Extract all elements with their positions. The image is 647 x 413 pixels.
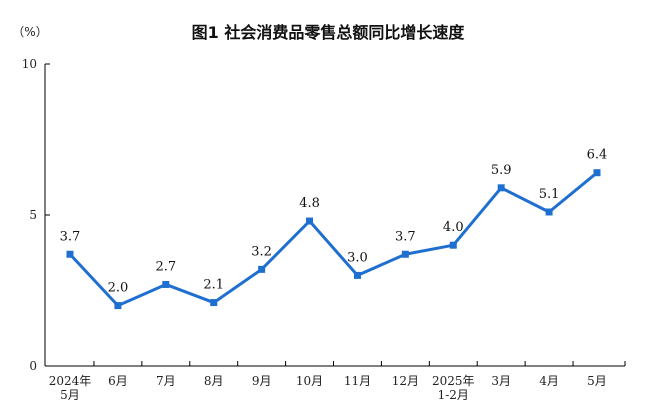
data-point bbox=[66, 250, 74, 258]
data-point bbox=[593, 169, 601, 177]
data-point bbox=[449, 241, 457, 249]
data-point bbox=[401, 250, 409, 258]
data-point bbox=[210, 299, 218, 307]
x-tick-label: 5月 bbox=[60, 388, 80, 402]
data-label: 6.4 bbox=[587, 148, 608, 163]
x-tick-label: 6月 bbox=[108, 374, 128, 388]
x-tick-label: 9月 bbox=[252, 374, 272, 388]
data-point bbox=[497, 184, 505, 192]
y-tick-label: 5 bbox=[29, 208, 37, 222]
x-tick-label: 12月 bbox=[392, 374, 419, 388]
data-label: 3.7 bbox=[395, 229, 416, 244]
data-label: 2.0 bbox=[108, 281, 129, 296]
x-tick-label: 2024年 bbox=[49, 374, 92, 388]
series-group: 3.7 2.0 2.7 2.1 3.2 4.8 3.0 3.7 4.0 5.9 5.1 6.4 bbox=[60, 148, 608, 310]
chart-title: 图1 社会消费品零售总额同比增长速度 bbox=[192, 23, 466, 42]
data-label: 4.8 bbox=[299, 196, 320, 211]
data-point bbox=[162, 280, 170, 288]
x-tick-label: 11月 bbox=[344, 374, 371, 388]
data-label: 5.9 bbox=[491, 163, 512, 178]
data-label: 2.1 bbox=[203, 278, 224, 293]
x-tick-label: 7月 bbox=[156, 374, 176, 388]
data-label: 3.2 bbox=[251, 244, 272, 259]
series-line bbox=[68, 171, 599, 308]
data-label: 4.0 bbox=[443, 220, 464, 235]
x-tick-label: 2025年 bbox=[432, 374, 475, 388]
data-label: 2.7 bbox=[155, 259, 176, 274]
y-axis-unit-label: （%） bbox=[12, 25, 47, 39]
data-label: 3.0 bbox=[347, 250, 368, 265]
data-point bbox=[545, 208, 553, 216]
x-tick-label: 5月 bbox=[587, 374, 607, 388]
data-label: 3.7 bbox=[60, 229, 81, 244]
data-label: 5.1 bbox=[539, 187, 560, 202]
data-point bbox=[114, 302, 122, 310]
y-tick-label: 10 bbox=[22, 57, 37, 71]
x-tick-label: 3月 bbox=[491, 374, 511, 388]
x-tick-label: 10月 bbox=[296, 374, 323, 388]
x-tick-label: 1-2月 bbox=[438, 388, 469, 402]
data-point bbox=[258, 265, 266, 273]
data-point bbox=[306, 217, 314, 225]
x-tick-label: 4月 bbox=[539, 374, 559, 388]
x-tick-label: 8月 bbox=[204, 374, 224, 388]
y-tick-label: 0 bbox=[29, 359, 37, 373]
data-point bbox=[353, 271, 361, 279]
